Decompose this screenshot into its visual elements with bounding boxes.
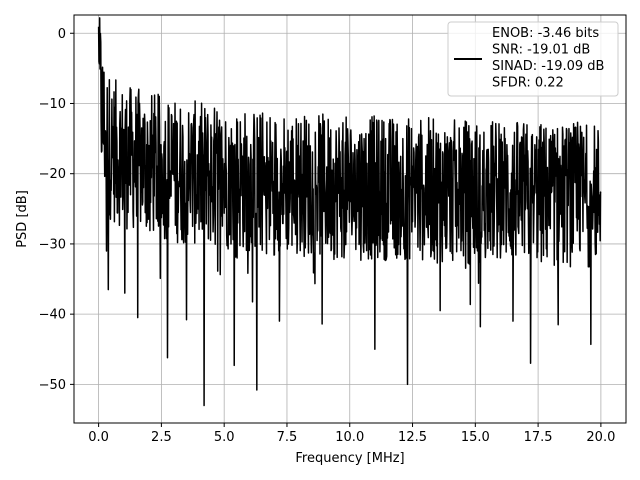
x-tick-label: 17.5 <box>524 430 553 445</box>
y-tick-label: −50 <box>39 378 66 393</box>
x-tick-label: 0.0 <box>88 430 109 445</box>
y-axis: 0 −10 −20 −30 −40 −50 <box>39 27 74 393</box>
y-tick-label: −10 <box>39 97 66 112</box>
y-axis-label: PSD [dB] <box>15 190 30 248</box>
y-tick-label: −40 <box>39 308 66 323</box>
x-tick-label: 2.5 <box>151 430 172 445</box>
legend-enob: ENOB: -3.46 bits <box>492 26 599 41</box>
psd-series <box>97 17 602 407</box>
x-tick-label: 12.5 <box>398 430 427 445</box>
psd-line <box>97 17 602 407</box>
x-tick-label: 7.5 <box>277 430 298 445</box>
x-tick-label: 20.0 <box>586 430 615 445</box>
legend-sinad: SINAD: -19.09 dB <box>492 59 604 74</box>
x-tick-label: 15.0 <box>461 430 490 445</box>
x-axis-label: Frequency [MHz] <box>295 451 404 466</box>
x-tick-label: 5.0 <box>214 430 235 445</box>
y-tick-label: −20 <box>39 167 66 182</box>
y-tick-label: 0 <box>58 27 66 42</box>
y-tick-label: −30 <box>39 237 66 252</box>
legend: ENOB: -3.46 bits SNR: -19.01 dB SINAD: -… <box>447 21 619 97</box>
legend-snr: SNR: -19.01 dB <box>492 43 590 58</box>
legend-sfdr: SFDR: 0.22 <box>492 76 564 91</box>
legend-box <box>447 21 619 97</box>
x-tick-label: 10.0 <box>335 430 364 445</box>
x-axis: 0.0 2.5 5.0 7.5 10.0 12.5 15.0 17.5 20.0 <box>88 423 615 445</box>
